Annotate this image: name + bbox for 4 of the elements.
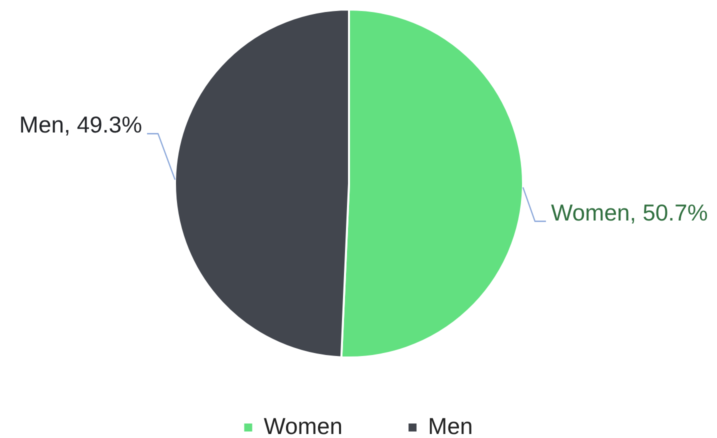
data-label: Women, 50.7% [550,199,708,226]
legend-label: Women [264,412,343,438]
legend-label: Men [428,412,473,438]
data-label: Men, 49.3% [19,112,142,138]
